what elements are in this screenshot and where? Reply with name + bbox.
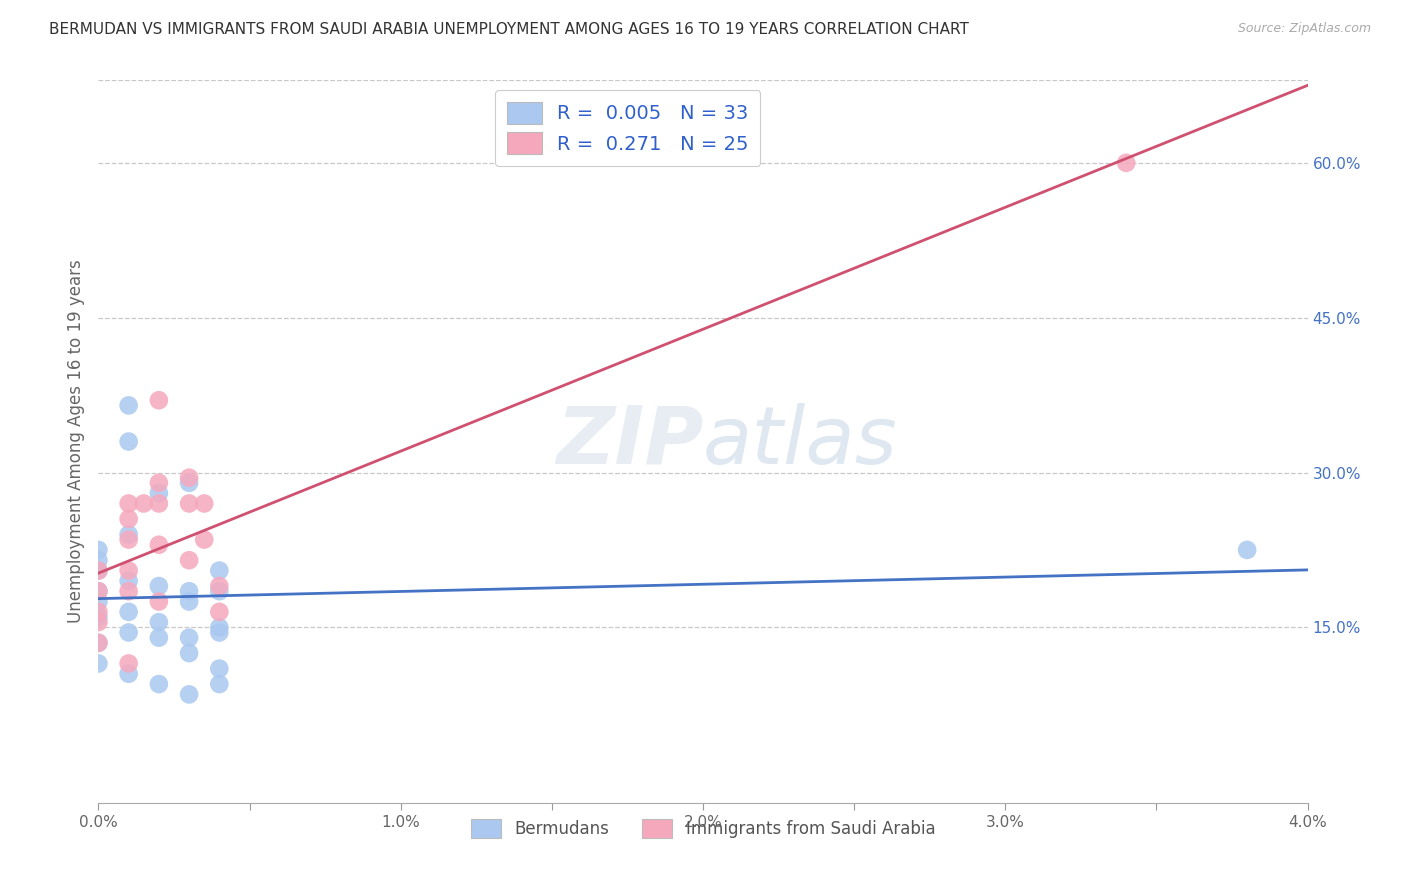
Point: [148, 615, 170, 630]
Point: [148, 496, 170, 510]
Text: Source: ZipAtlas.com: Source: ZipAtlas.com: [1237, 22, 1371, 36]
Point: [208, 579, 231, 593]
Point: [1236, 542, 1258, 557]
Point: [118, 666, 141, 681]
Point: [179, 496, 201, 510]
Point: [118, 584, 141, 599]
Point: [118, 625, 141, 640]
Point: [87, 594, 110, 608]
Point: [179, 594, 201, 608]
Point: [148, 486, 170, 500]
Point: [118, 533, 141, 547]
Point: [148, 393, 170, 408]
Point: [179, 584, 201, 599]
Point: [208, 677, 231, 691]
Point: [208, 605, 231, 619]
Point: [118, 434, 141, 449]
Point: [87, 615, 110, 630]
Point: [87, 553, 110, 567]
Point: [148, 594, 170, 608]
Point: [118, 527, 141, 541]
Text: atlas: atlas: [703, 402, 898, 481]
Point: [193, 496, 215, 510]
Point: [148, 631, 170, 645]
Point: [148, 579, 170, 593]
Point: [208, 620, 231, 634]
Point: [87, 584, 110, 599]
Point: [148, 677, 170, 691]
Point: [148, 475, 170, 490]
Point: [118, 564, 141, 578]
Point: [148, 538, 170, 552]
Point: [118, 605, 141, 619]
Point: [132, 496, 155, 510]
Point: [179, 553, 201, 567]
Point: [118, 574, 141, 588]
Text: ZIP: ZIP: [555, 402, 703, 481]
Point: [118, 512, 141, 526]
Point: [87, 657, 110, 671]
Point: [179, 631, 201, 645]
Point: [179, 475, 201, 490]
Point: [208, 584, 231, 599]
Point: [87, 564, 110, 578]
Point: [87, 542, 110, 557]
Point: [179, 646, 201, 660]
Point: [118, 398, 141, 412]
Point: [208, 662, 231, 676]
Point: [87, 605, 110, 619]
Point: [87, 564, 110, 578]
Point: [87, 636, 110, 650]
Point: [87, 636, 110, 650]
Point: [1115, 156, 1137, 170]
Point: [118, 496, 141, 510]
Point: [87, 584, 110, 599]
Y-axis label: Unemployment Among Ages 16 to 19 years: Unemployment Among Ages 16 to 19 years: [66, 260, 84, 624]
Point: [193, 533, 215, 547]
Point: [179, 471, 201, 485]
Point: [208, 564, 231, 578]
Point: [118, 657, 141, 671]
Point: [87, 610, 110, 624]
Legend: Bermudans, Immigrants from Saudi Arabia: Bermudans, Immigrants from Saudi Arabia: [464, 813, 942, 845]
Point: [208, 625, 231, 640]
Point: [179, 687, 201, 701]
Text: BERMUDAN VS IMMIGRANTS FROM SAUDI ARABIA UNEMPLOYMENT AMONG AGES 16 TO 19 YEARS : BERMUDAN VS IMMIGRANTS FROM SAUDI ARABIA…: [49, 22, 969, 37]
